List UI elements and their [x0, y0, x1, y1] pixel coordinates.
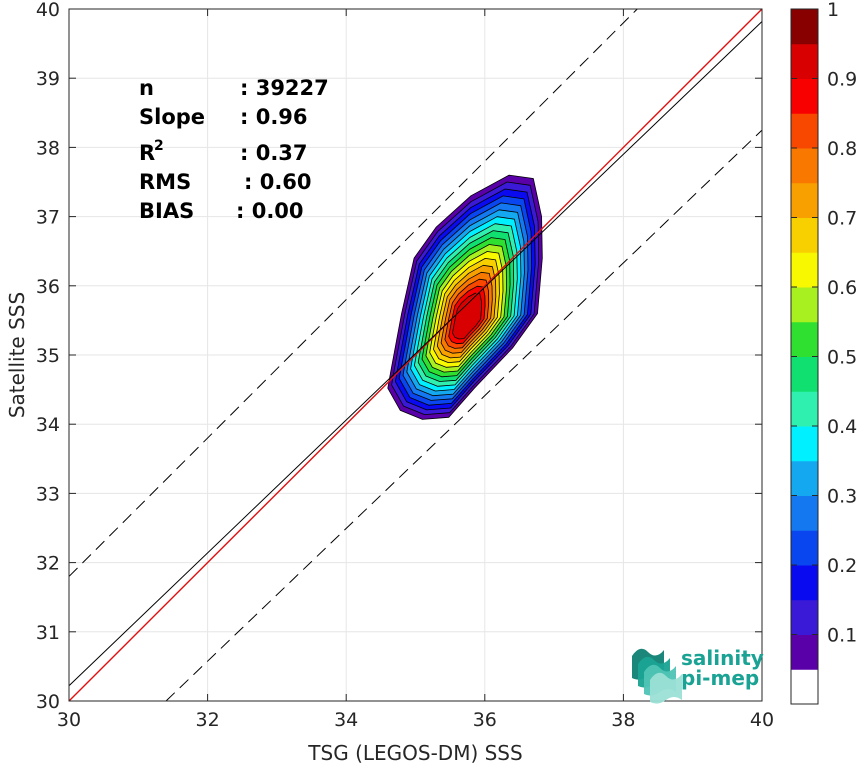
- stat-label: Slope: [139, 105, 205, 129]
- colorbar-tick-label: 0.6: [827, 277, 857, 299]
- x-tick-label: 34: [334, 709, 358, 731]
- stat-value: : 0.37: [240, 141, 308, 165]
- colorbar-swatch: [791, 599, 818, 635]
- colorbar-swatch: [791, 287, 818, 323]
- colorbar-swatch: [791, 252, 818, 288]
- density-contours: [387, 174, 543, 420]
- y-tick-label: 30: [36, 691, 60, 713]
- colorbar-tick-label: 0.9: [827, 69, 857, 91]
- y-tick-label: 33: [36, 483, 60, 505]
- y-tick-label: 36: [36, 276, 60, 298]
- colorbar-tick-label: 0.5: [827, 347, 857, 369]
- colorbar-swatch: [791, 669, 818, 705]
- colorbar-tick-label: 0.4: [827, 416, 857, 438]
- stat-label: R: [139, 141, 155, 165]
- x-tick-label: 38: [611, 709, 635, 731]
- x-axis-label: TSG (LEGOS-DM) SSS: [307, 741, 522, 765]
- colorbar-swatch: [791, 321, 818, 357]
- colorbar-tick-label: 0.7: [827, 208, 857, 230]
- colorbar-swatch: [791, 356, 818, 392]
- stat-label: BIAS: [139, 199, 194, 223]
- colorbar-swatch: [791, 391, 818, 427]
- y-tick-label: 32: [36, 553, 60, 575]
- colorbar-swatch: [791, 217, 818, 253]
- colorbar-swatch: [791, 460, 818, 496]
- one-to-one-line: [68, 8, 763, 702]
- stat-value: : 39227: [240, 76, 329, 100]
- stat-label: n: [139, 76, 154, 100]
- y-tick-label: 38: [36, 137, 60, 159]
- colorbar-tick-label: 0.1: [827, 625, 857, 647]
- regression-line: [68, 21, 763, 687]
- reference-lines: [68, 8, 763, 702]
- y-tick-label: 31: [36, 622, 60, 644]
- x-tick-label: 32: [196, 709, 220, 731]
- y-tick-label: 35: [36, 345, 60, 367]
- logo-text-line2: pi-mep: [681, 666, 759, 690]
- logo-wave-icon: [650, 672, 682, 704]
- colorbar-swatch: [791, 530, 818, 566]
- colorbar-swatch: [791, 495, 818, 531]
- y-axis-label: Satellite SSS: [5, 292, 29, 418]
- colorbar-swatch: [791, 148, 818, 184]
- y-tick-label: 39: [36, 68, 60, 90]
- contour-level: [452, 292, 482, 340]
- stat-label-superscript: 2: [154, 138, 164, 154]
- y-tick-label: 37: [36, 207, 60, 229]
- stat-value: : 0.96: [240, 105, 308, 129]
- colorbar: 0.1 0.2 0.3 0.4 0.5 0.6 0.7 0.8 0.9 1: [790, 0, 857, 705]
- colorbar-tick-label: 0.2: [827, 555, 857, 577]
- y-tick-label: 34: [36, 414, 60, 436]
- confidence-line: [68, 8, 638, 577]
- y-ticks: 30 31 32 33 34 35 36 37 38 39 40: [36, 0, 762, 713]
- stat-value: : 0.00: [236, 199, 304, 223]
- colorbar-swatch: [791, 634, 818, 670]
- x-tick-label: 30: [57, 709, 81, 731]
- colorbar-swatch: [791, 9, 818, 45]
- colorbar-tick-label: 1: [827, 0, 839, 21]
- stats-annotation: n : 39227 Slope : 0.96 R2 : 0.37 RMS : 0.60 BIAS…: [139, 76, 329, 223]
- colorbar-swatch: [791, 565, 818, 601]
- colorbar-tick-label: 0.3: [827, 486, 857, 508]
- colorbar-swatch: [791, 113, 818, 149]
- y-tick-label: 40: [36, 0, 60, 21]
- colorbar-tick-label: 0.8: [827, 138, 857, 160]
- logo-text-line1: salinity: [681, 646, 764, 670]
- x-tick-label: 40: [750, 709, 774, 731]
- x-tick-label: 36: [473, 709, 497, 731]
- colorbar-swatch: [791, 182, 818, 218]
- confidence-line: [165, 129, 763, 702]
- stat-value: : 0.60: [244, 170, 312, 194]
- stat-label: RMS: [139, 170, 191, 194]
- colorbar-swatch: [791, 43, 818, 79]
- x-ticks: 30 32 34 36 38 40: [57, 9, 774, 731]
- colorbar-swatch: [791, 78, 818, 114]
- colorbar-swatch: [791, 426, 818, 462]
